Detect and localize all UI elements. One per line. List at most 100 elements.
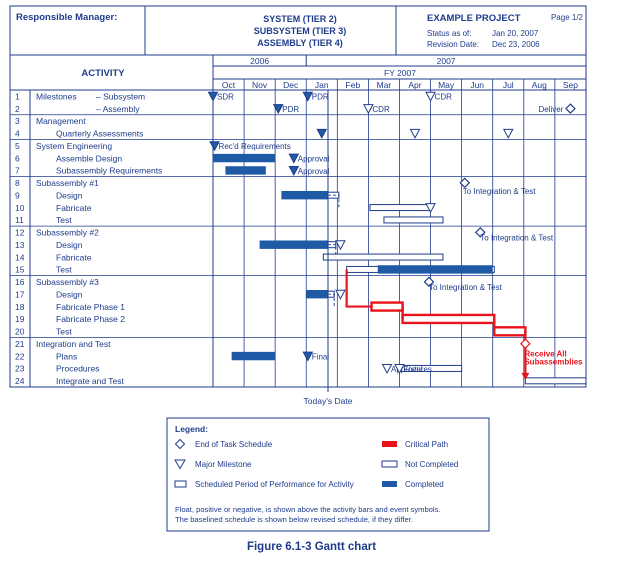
- legend-note: Float, positive or negative, is shown ab…: [175, 505, 441, 514]
- event-label: Receive All: [524, 350, 566, 359]
- event-label: Fixtures: [403, 365, 431, 374]
- activity-bar-not-completed: [369, 204, 432, 212]
- milestone-triangle: [381, 363, 393, 375]
- row-label: Integrate and Test: [56, 376, 125, 386]
- activity-bar-critical: [493, 326, 527, 337]
- row-number: 3: [15, 116, 20, 126]
- row-label: Fabricate Phase 2: [56, 314, 125, 324]
- row-label: System Engineering: [36, 141, 112, 151]
- revision-label: Revision Date:: [427, 40, 479, 49]
- milestone-triangle: [425, 91, 436, 102]
- fiscal-year-label: FY 2007: [384, 68, 416, 78]
- milestone-triangle: [302, 91, 314, 102]
- event-label: Approval: [391, 365, 423, 374]
- row-number: 19: [15, 314, 25, 324]
- event-label: Rec'd Requirements: [219, 142, 291, 151]
- today-label: Today's Date: [304, 396, 353, 406]
- row-number: 22: [15, 351, 25, 361]
- event-label: Approval: [298, 155, 330, 164]
- legend-box: [166, 417, 490, 532]
- event-label: Subassemblies: [524, 358, 583, 367]
- legend-items: Legend: End of Task Schedule Critical Path…: [174, 424, 458, 524]
- month-label: Jan: [315, 80, 329, 90]
- end-of-task-diamond: [459, 177, 471, 189]
- row-number: 6: [15, 153, 20, 163]
- row-label: Subassembly #2: [36, 228, 99, 238]
- legend-label: End of Task Schedule: [195, 440, 273, 449]
- milestone-triangle: [302, 351, 314, 362]
- event-label: Deliver: [539, 105, 564, 114]
- row-label: Integration and Test: [36, 339, 111, 349]
- month-label: Dec: [283, 80, 299, 90]
- milestone-triangle: [394, 363, 405, 375]
- activity-bar-completed: [259, 240, 328, 249]
- legend-label: Major Milestone: [195, 460, 252, 469]
- activity-bar-not-completed: [322, 253, 444, 261]
- activity-bar-completed: [231, 351, 276, 361]
- event-label: CDR: [372, 105, 390, 114]
- row-number: 11: [15, 215, 24, 225]
- critical-arrowhead: [521, 372, 530, 380]
- activity-bar-not-completed: [383, 216, 444, 224]
- month-label: Sep: [563, 80, 578, 90]
- row-label: Plans: [56, 351, 77, 361]
- activity-bar-completed: [306, 289, 328, 299]
- event-label: To Integration & Test: [429, 283, 503, 292]
- float-connector: [327, 244, 337, 258]
- end-of-task-diamond: [423, 276, 435, 288]
- row-number: 7: [15, 166, 20, 176]
- activity-bar-completed: [213, 153, 276, 163]
- event-symbols: SDR PDR CDR PDR CDR Deliver Rec'd Requirements…: [207, 91, 583, 375]
- year-label: 2007: [437, 56, 456, 66]
- legend-label: Scheduled Period of Performance for Acti…: [195, 480, 354, 489]
- row-label: Milestones: [36, 91, 77, 101]
- revision-date: Dec 23, 2006: [492, 40, 540, 49]
- month-label: Jun: [470, 80, 484, 90]
- end-of-task-diamond: [474, 226, 486, 238]
- activity-labels: 1 Milestones – Subsystem 2 – Assembly 3 Manage…: [15, 91, 162, 386]
- event-label: PDR: [312, 93, 329, 102]
- row-number: 9: [15, 190, 20, 200]
- status-label: Status as of:: [427, 29, 471, 38]
- milestone-triangle: [272, 104, 284, 115]
- milestone-triangle: [207, 91, 219, 102]
- row-number: 13: [15, 240, 25, 250]
- row-label: Procedures: [56, 364, 99, 374]
- row-number: 20: [15, 327, 25, 337]
- row-label: Fabricate: [56, 252, 92, 262]
- milestone-triangle: [335, 240, 346, 251]
- row-number: 23: [15, 364, 25, 374]
- event-label: To Integration & Test: [480, 233, 554, 242]
- legend-diamond-icon: [174, 438, 186, 450]
- legend-critical-icon: [382, 441, 397, 447]
- milestone-triangle: [209, 141, 220, 152]
- row-number: 21: [15, 339, 25, 349]
- row-number: 2: [15, 104, 20, 114]
- legend-not-completed-icon: [381, 460, 398, 468]
- row-number: 10: [15, 203, 25, 213]
- row-label: Subassembly #1: [36, 178, 99, 188]
- activity-bar-completed: [225, 166, 266, 175]
- activity-bar-completed: [377, 265, 493, 274]
- activity-header: ACTIVITY: [81, 68, 125, 79]
- row-label: Design: [56, 190, 83, 200]
- row-sublabel: – Assembly: [96, 104, 140, 114]
- milestone-triangle: [335, 289, 346, 300]
- month-label: Jul: [503, 80, 514, 90]
- row-label: Management: [36, 116, 86, 126]
- row-number: 17: [15, 289, 25, 299]
- project-name: EXAMPLE PROJECT: [427, 13, 521, 24]
- page-number: Page 1/2: [551, 13, 584, 22]
- row-label: Test: [56, 327, 72, 337]
- milestone-triangle: [316, 128, 328, 139]
- tier-assembly: ASSEMBLY (TIER 4): [257, 38, 343, 48]
- milestone-triangle: [288, 153, 300, 164]
- row-label: Subassembly #3: [36, 277, 99, 287]
- event-label: CDR: [435, 93, 453, 102]
- milestone-triangle: [425, 203, 436, 214]
- row-label: Test: [56, 215, 72, 225]
- legend-triangle-icon: [174, 459, 186, 470]
- row-number: 24: [15, 376, 25, 386]
- milestone-triangle: [409, 128, 421, 139]
